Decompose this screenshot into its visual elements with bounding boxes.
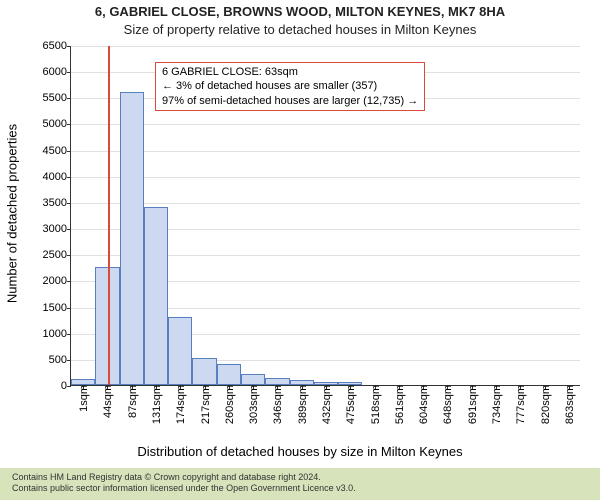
y-axis-label: Number of detached properties	[5, 114, 20, 314]
ytick-label: 0	[61, 380, 71, 392]
xtick-label: 174sqm	[173, 385, 187, 424]
ytick-label: 2500	[43, 249, 71, 261]
title-line-1: 6, GABRIEL CLOSE, BROWNS WOOD, MILTON KE…	[0, 4, 600, 19]
xtick-label: 389sqm	[295, 385, 309, 424]
ytick-label: 5000	[43, 118, 71, 130]
histogram-bar	[265, 378, 289, 385]
xtick-label: 648sqm	[440, 385, 454, 424]
grid-line	[71, 203, 580, 204]
xtick-label: 820sqm	[538, 385, 552, 424]
annotation-line: ← 3% of detached houses are smaller (357…	[162, 79, 418, 93]
xtick-label: 1sqm	[76, 385, 90, 412]
xtick-label: 87sqm	[125, 385, 139, 418]
ytick-label: 4000	[43, 171, 71, 183]
xtick-label: 518sqm	[368, 385, 382, 424]
xtick-label: 475sqm	[343, 385, 357, 424]
xtick-label: 44sqm	[100, 385, 114, 418]
ytick-label: 1000	[43, 328, 71, 340]
footer-attribution: Contains HM Land Registry data © Crown c…	[0, 468, 600, 500]
grid-line	[71, 177, 580, 178]
xtick-label: 863sqm	[562, 385, 576, 424]
histogram-bar	[120, 92, 144, 385]
grid-line	[71, 46, 580, 47]
histogram-bar	[241, 374, 265, 386]
property-marker-line	[108, 46, 110, 385]
xtick-label: 303sqm	[246, 385, 260, 424]
ytick-label: 2000	[43, 275, 71, 287]
histogram-bar	[168, 317, 192, 385]
xtick-label: 691sqm	[465, 385, 479, 424]
chart-plot-area: 0500100015002000250030003500400045005000…	[70, 46, 580, 386]
histogram-bar	[217, 364, 241, 385]
annotation-box: 6 GABRIEL CLOSE: 63sqm← 3% of detached h…	[155, 62, 425, 111]
xtick-label: 432sqm	[319, 385, 333, 424]
footer-line-2: Contains public sector information licen…	[12, 483, 588, 494]
histogram-bar	[192, 358, 216, 385]
x-axis-label: Distribution of detached houses by size …	[0, 444, 600, 459]
ytick-label: 6000	[43, 66, 71, 78]
xtick-label: 131sqm	[149, 385, 163, 424]
ytick-label: 1500	[43, 302, 71, 314]
ytick-label: 3500	[43, 197, 71, 209]
grid-line	[71, 124, 580, 125]
footer-line-1: Contains HM Land Registry data © Crown c…	[12, 472, 588, 483]
xtick-label: 777sqm	[513, 385, 527, 424]
xtick-label: 734sqm	[489, 385, 503, 424]
xtick-label: 260sqm	[222, 385, 236, 424]
histogram-bar	[144, 207, 168, 385]
annotation-line: 6 GABRIEL CLOSE: 63sqm	[162, 65, 418, 79]
annotation-line: 97% of semi-detached houses are larger (…	[162, 94, 418, 108]
xtick-label: 346sqm	[270, 385, 284, 424]
ytick-label: 3000	[43, 223, 71, 235]
xtick-label: 604sqm	[416, 385, 430, 424]
ytick-label: 5500	[43, 92, 71, 104]
title-line-2: Size of property relative to detached ho…	[0, 22, 600, 37]
xtick-label: 217sqm	[198, 385, 212, 424]
ytick-label: 6500	[43, 40, 71, 52]
ytick-label: 500	[49, 354, 71, 366]
ytick-label: 4500	[43, 145, 71, 157]
grid-line	[71, 151, 580, 152]
xtick-label: 561sqm	[392, 385, 406, 424]
